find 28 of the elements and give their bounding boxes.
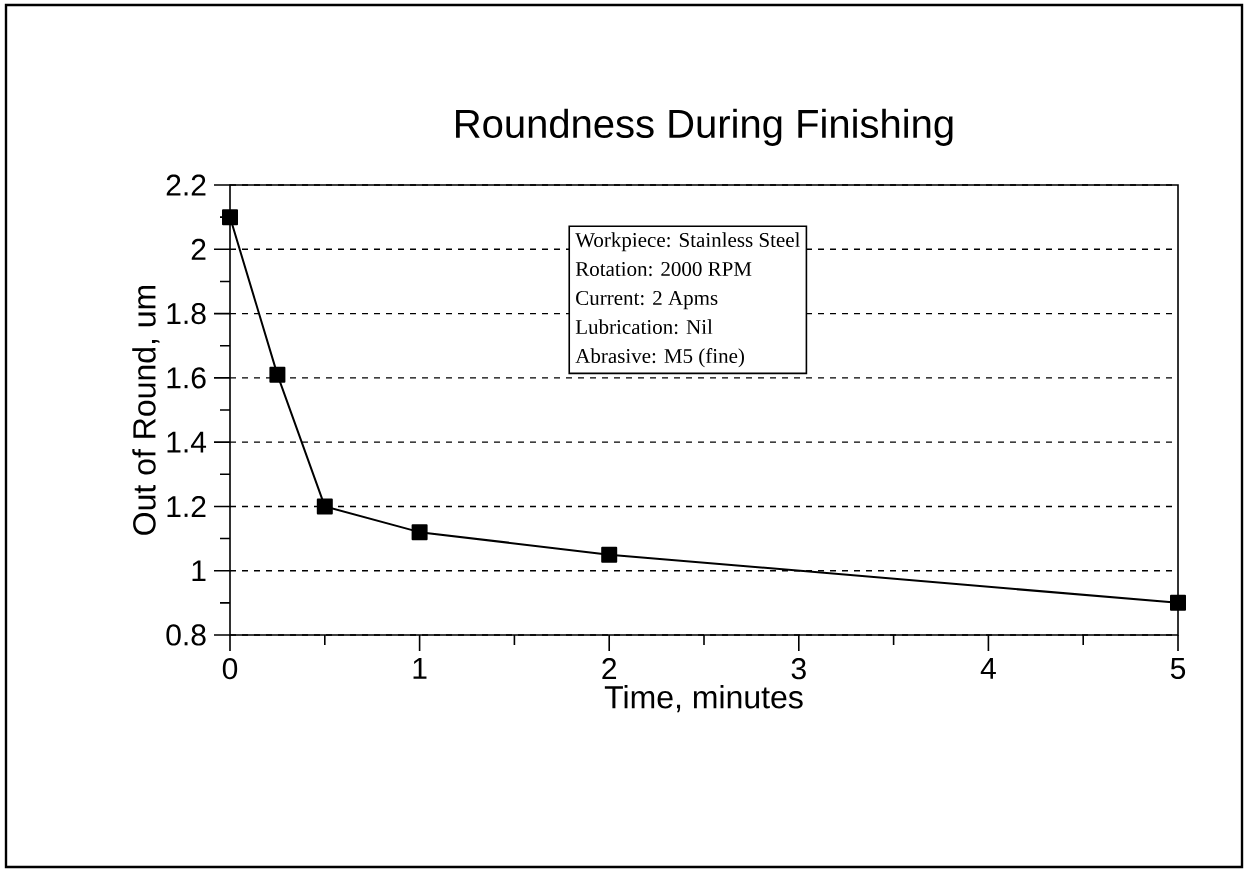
y-tick-label: 1.6 xyxy=(167,367,206,389)
y-tick-label: 2.2 xyxy=(166,174,206,196)
x-tick-label: 5 xyxy=(1170,658,1186,679)
y-tick-label: 1.4 xyxy=(167,431,207,453)
x-tick-label: 1 xyxy=(413,658,427,679)
y-tick-label: 0.8 xyxy=(166,624,206,646)
point xyxy=(1170,594,1187,611)
x-tick-label: 3 xyxy=(791,658,806,680)
point xyxy=(222,209,238,226)
y-tick-label: 1.8 xyxy=(167,302,206,325)
x-tick-label: 2 xyxy=(602,658,617,680)
x-tick-label: 4 xyxy=(980,658,996,679)
y-axis-title: Out of Round, um xyxy=(132,285,160,535)
point xyxy=(269,366,286,383)
x-axis-title: Time, minutes xyxy=(604,685,803,713)
annotation: Current: 2 Apms xyxy=(576,290,718,310)
annotation: Rotation: 2000 RPM xyxy=(575,261,752,277)
point xyxy=(411,524,428,541)
y-tick-label: 1.2 xyxy=(167,495,206,517)
annotation: Workpiece: Stainless Steel xyxy=(575,232,800,252)
point xyxy=(601,546,618,563)
y-tick-label: 1 xyxy=(192,560,206,582)
annotation: Abrasive: M5 (fine) xyxy=(575,348,744,368)
chart-title: Roundness During Finishing xyxy=(456,108,953,146)
y-tick-label: 2 xyxy=(191,238,206,260)
annotation: Lubrication: Nil xyxy=(575,319,713,335)
point xyxy=(316,498,333,515)
x-tick-label: 0 xyxy=(222,658,238,680)
